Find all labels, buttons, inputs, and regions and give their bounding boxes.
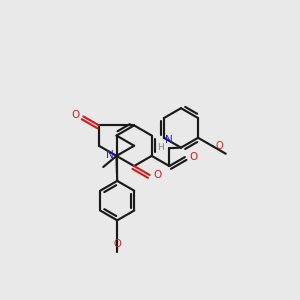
Text: O: O xyxy=(71,110,80,120)
Text: O: O xyxy=(154,170,162,180)
Text: N: N xyxy=(106,150,113,160)
Text: N: N xyxy=(165,135,173,146)
Text: O: O xyxy=(189,152,197,162)
Text: H: H xyxy=(158,142,164,152)
Text: O: O xyxy=(215,141,223,151)
Text: O: O xyxy=(113,239,121,249)
